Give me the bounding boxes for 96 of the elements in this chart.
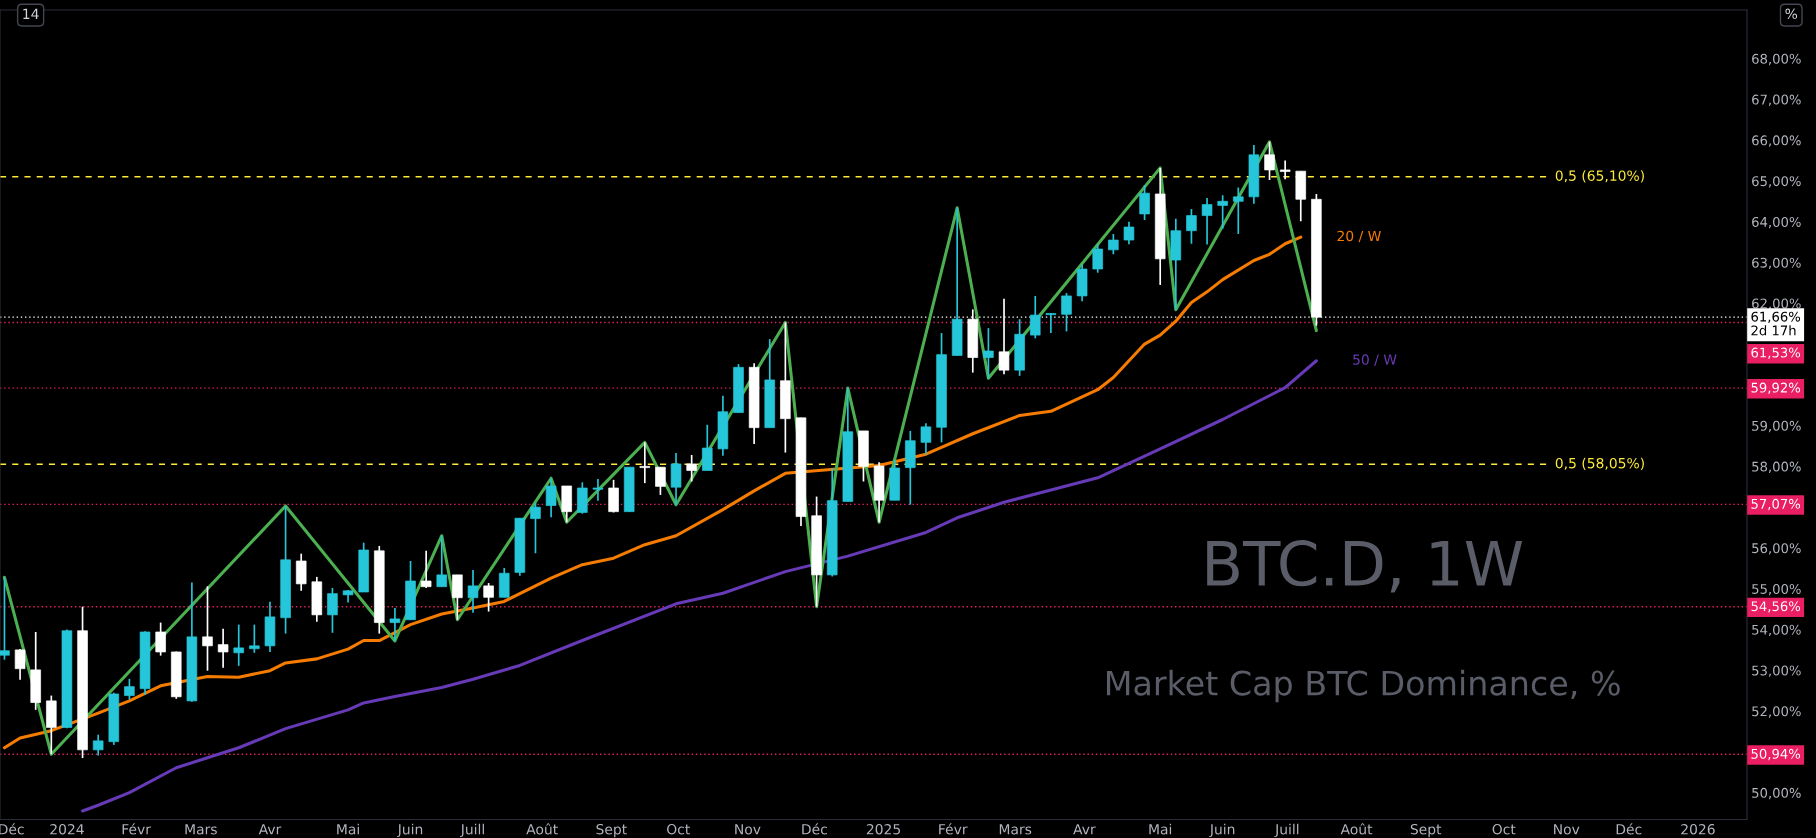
candlestick bbox=[1186, 208, 1197, 245]
x-tick-label: Mars bbox=[185, 824, 217, 835]
text: BTC.D, 1W bbox=[1207, 540, 1523, 593]
ref-line-label: 57,07% bbox=[1751, 498, 1801, 511]
y-tick-label: 63,00% bbox=[1752, 257, 1801, 270]
x-tick-label: Juin bbox=[1209, 823, 1235, 838]
x-tick-label: Oct bbox=[667, 823, 690, 835]
x-tick-label: 2026 bbox=[1681, 823, 1715, 835]
y-tick-label: 54,00% bbox=[1752, 624, 1801, 637]
ref-line-label: 0,5 (65,10%) bbox=[1555, 170, 1644, 183]
candlestick bbox=[1092, 243, 1103, 274]
candlestick bbox=[702, 423, 713, 472]
ref-line-label: 61,53% bbox=[1751, 347, 1801, 359]
ref-line-label: 50,94% bbox=[1751, 748, 1801, 761]
y-tick-label: 56,00% bbox=[1752, 543, 1801, 555]
x-tick-label: Juin bbox=[397, 823, 423, 838]
x-tick-label: Déc bbox=[1616, 823, 1642, 835]
candlestick bbox=[1279, 159, 1291, 181]
x-tick-label: Sept bbox=[1410, 823, 1442, 838]
x-tick-label: Mars bbox=[999, 824, 1032, 835]
x-tick-label: Août bbox=[526, 823, 558, 835]
candlestick bbox=[1217, 194, 1228, 230]
y-tick-label: 50,00% bbox=[1752, 787, 1801, 800]
candlestick bbox=[1061, 292, 1072, 333]
candlestick bbox=[608, 479, 619, 514]
candlestick bbox=[483, 582, 494, 613]
candlestick bbox=[1045, 312, 1057, 334]
y-tick-label: 62,00% bbox=[1752, 298, 1801, 310]
x-tick-label: Nov bbox=[1554, 824, 1580, 835]
y-tick-label: 53,00% bbox=[1752, 665, 1801, 677]
candlestick bbox=[670, 452, 682, 506]
x-tick-label: Déc bbox=[802, 823, 827, 835]
y-tick-label: 52,00% bbox=[1752, 706, 1801, 718]
candlestick bbox=[92, 733, 104, 757]
candlestick bbox=[655, 466, 666, 496]
ref-line-label: 61,66% 2d 17h bbox=[1751, 311, 1801, 336]
y-tick-label: 67,00% bbox=[1752, 94, 1801, 106]
y-tick-label: 65,00% bbox=[1752, 176, 1801, 188]
annotation: 14 bbox=[23, 8, 39, 19]
ref-line-label: 54,56% bbox=[1751, 601, 1801, 613]
candlestick bbox=[1264, 140, 1275, 181]
y-tick-label: 68,00% bbox=[1752, 53, 1801, 66]
candlestick bbox=[233, 623, 244, 667]
text: 20 / W bbox=[1337, 230, 1381, 243]
ref-line-label: 0,5 (58,05%) bbox=[1555, 457, 1644, 471]
candlestick bbox=[452, 574, 463, 621]
candlestick bbox=[420, 549, 432, 589]
y-tick-label: 55,00% bbox=[1752, 583, 1801, 596]
candlestick bbox=[1233, 186, 1244, 235]
text: % bbox=[1785, 8, 1798, 20]
candlestick bbox=[639, 441, 651, 484]
candlestick bbox=[14, 648, 26, 681]
y-tick-label: 66,00% bbox=[1752, 135, 1801, 147]
candlestick bbox=[327, 587, 338, 634]
candlestick bbox=[983, 327, 994, 380]
x-tick-label: Mai bbox=[1149, 823, 1172, 835]
candlestick bbox=[1108, 233, 1119, 256]
text: 50 / W bbox=[1353, 354, 1397, 366]
candlestick bbox=[1139, 184, 1150, 221]
y-tick-label: 59,00% bbox=[1752, 420, 1801, 433]
x-tick-label: Févr bbox=[939, 823, 968, 835]
candlestick bbox=[1030, 295, 1041, 340]
candlestick bbox=[467, 569, 479, 614]
candlestick bbox=[1123, 220, 1135, 245]
candlestick bbox=[295, 552, 307, 592]
candlestick bbox=[155, 621, 166, 657]
x-tick-label: Avr bbox=[1073, 824, 1096, 835]
x-tick-label: Févr bbox=[122, 823, 151, 835]
y-tick-label: 58,00% bbox=[1752, 461, 1801, 473]
candlestick bbox=[530, 502, 541, 555]
x-tick-label: Avr bbox=[258, 824, 282, 835]
ref-line-label: 59,92% bbox=[1751, 382, 1801, 394]
x-tick-label: Mai bbox=[337, 823, 359, 835]
y-tick-label: 64,00% bbox=[1752, 216, 1801, 229]
x-tick-label: 2025 bbox=[866, 823, 900, 835]
x-tick-label: Août bbox=[1340, 823, 1373, 835]
x-tick-label: 2024 bbox=[50, 823, 84, 835]
x-tick-label: Juill bbox=[460, 823, 484, 838]
candlestick bbox=[592, 478, 604, 502]
candlestick bbox=[545, 477, 557, 519]
candlestick bbox=[436, 534, 448, 588]
x-tick-label: Juill bbox=[1274, 823, 1299, 838]
candlestick bbox=[217, 627, 229, 669]
x-tick-label: Sept bbox=[596, 823, 627, 838]
candlestick bbox=[0, 576, 10, 661]
x-tick-label: Déc bbox=[0, 823, 24, 835]
candlestick bbox=[124, 678, 135, 701]
text: Market Cap BTC Dominance, % bbox=[1106, 669, 1620, 703]
x-tick-label: Oct bbox=[1492, 823, 1516, 835]
candlestick bbox=[249, 623, 260, 654]
candlestick bbox=[202, 585, 213, 672]
candlestick bbox=[686, 454, 697, 483]
x-tick-label: Nov bbox=[735, 824, 761, 835]
candlestick bbox=[389, 607, 401, 642]
candlestick bbox=[1201, 197, 1213, 246]
candlestick bbox=[920, 422, 932, 456]
